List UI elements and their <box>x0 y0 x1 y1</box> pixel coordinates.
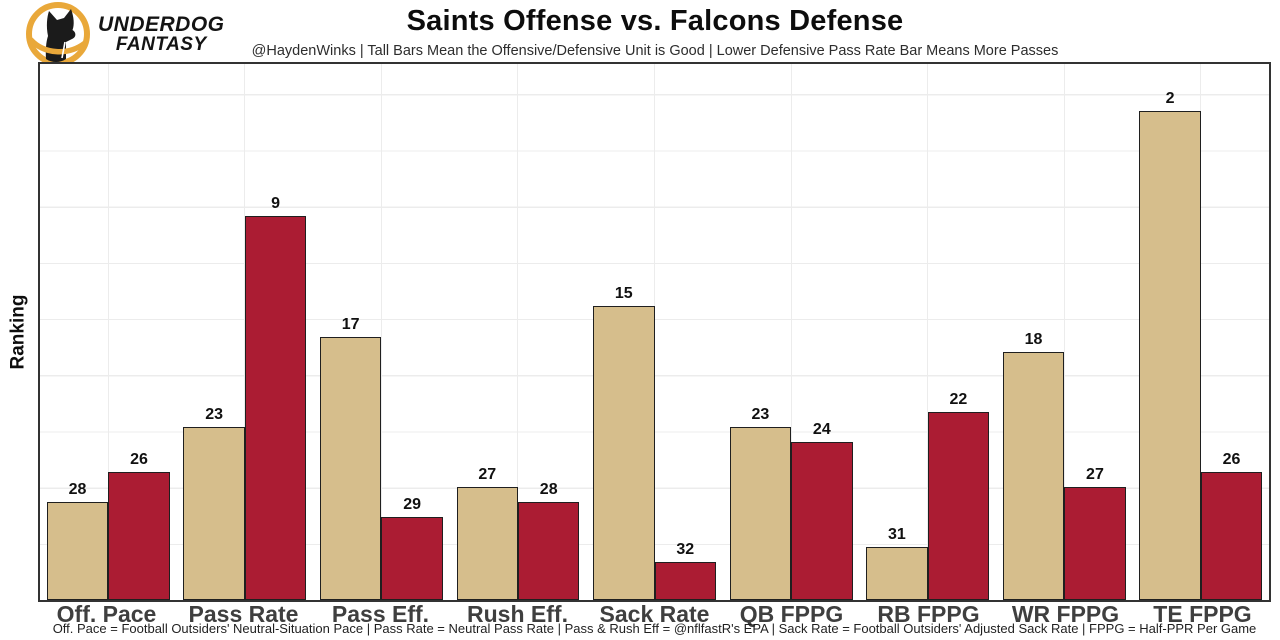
x-tick-label: Rush Eff. <box>467 601 568 627</box>
bar-group: 2 26 <box>1133 64 1270 600</box>
bar-value-label: 15 <box>614 285 633 303</box>
bar-group: 31 22 <box>859 64 996 600</box>
bar-value-label: 18 <box>1024 330 1043 348</box>
vertical-gridline <box>517 64 519 600</box>
defense-rank-bar: 28 <box>517 481 580 600</box>
bar-value-label: 27 <box>1086 466 1104 484</box>
bar-group: 28 26 <box>40 64 177 600</box>
bar-pair: 31 22 <box>859 64 996 600</box>
x-tick-label: Pass Rate <box>188 601 299 627</box>
brand-name: UNDERDOG FANTASY <box>98 14 225 54</box>
x-tick-label: RB FPPG <box>877 601 980 627</box>
bar-pair: 23 9 <box>177 64 314 600</box>
footnote: Off. Pace = Football Outsiders' Neutral-… <box>52 621 1257 636</box>
bar-pair: 2 26 <box>1133 64 1270 600</box>
offense-rank-bar: 18 <box>1002 331 1065 600</box>
defense-rank-bar: 26 <box>1200 451 1263 600</box>
bar-group: 23 9 <box>177 64 314 600</box>
chart-subtitle: @HaydenWinks | Tall Bars Mean the Offens… <box>251 43 1059 59</box>
bar-groups: 28 26 23 9 17 29 27 28 15 32 23 24 31 22 18 27 2 26 <box>40 64 1269 600</box>
plot-area: 28 26 23 9 17 29 27 28 15 32 23 24 31 22 18 27 2 26 <box>38 62 1271 602</box>
x-tick-label: QB FPPG <box>739 601 844 627</box>
bar-value-label: 26 <box>130 451 148 469</box>
bar-group: 18 27 <box>996 64 1133 600</box>
bar-value-label: 17 <box>341 315 360 333</box>
chart-header: Saints Offense vs. Falcons Defense @Hayd… <box>38 5 1272 59</box>
defense-rank-bar: 24 <box>791 421 853 600</box>
bar-value-label: 23 <box>751 405 770 423</box>
bar-value-label: 2 <box>1165 89 1175 107</box>
bar-pair: 15 32 <box>586 64 723 600</box>
bar-value-label: 28 <box>539 481 558 499</box>
brand-line2: FANTASY <box>115 34 207 55</box>
offense-rank-bar: 23 <box>729 406 792 600</box>
vertical-gridline <box>790 64 792 600</box>
defense-rank-bar: 32 <box>654 541 716 600</box>
bar-value-label: 22 <box>949 390 968 408</box>
bar-group: 27 28 <box>450 64 587 600</box>
bar-value-label: 28 <box>68 481 87 499</box>
bar-value-label: 31 <box>888 526 906 544</box>
bar-group: 17 29 <box>313 64 450 600</box>
bar-value-label: 27 <box>478 466 497 484</box>
offense-rank-bar: 31 <box>866 526 928 600</box>
bar-value-label: 26 <box>1222 451 1241 469</box>
offense-rank-bar: 15 <box>593 285 655 600</box>
bar-group: 23 24 <box>723 64 860 600</box>
y-axis-label: Ranking <box>7 294 29 370</box>
offense-rank-bar: 27 <box>456 466 518 600</box>
x-tick-label: Pass Eff. <box>331 601 430 627</box>
underdog-fantasy-logo: UNDERDOG FANTASY <box>26 2 225 66</box>
vertical-gridline <box>107 64 109 600</box>
x-tick-label: Sack Rate <box>599 601 710 627</box>
vertical-gridline <box>927 64 929 600</box>
brand-line1: UNDERDOG <box>98 13 225 36</box>
vertical-gridline <box>380 64 382 600</box>
chart-title: Saints Offense vs. Falcons Defense <box>406 5 904 37</box>
vertical-gridline <box>654 64 656 600</box>
bar-pair: 23 24 <box>723 64 860 600</box>
bar-pair: 27 28 <box>450 64 587 600</box>
x-tick-label: TE FPPG <box>1153 601 1252 627</box>
offense-rank-bar: 2 <box>1139 90 1201 600</box>
defense-rank-bar: 27 <box>1064 466 1126 600</box>
bar-value-label: 23 <box>205 405 224 423</box>
vertical-gridline <box>1063 64 1065 600</box>
offense-rank-bar: 17 <box>319 316 382 600</box>
defense-rank-bar: 22 <box>927 391 990 600</box>
bar-value-label: 29 <box>403 496 422 514</box>
defense-rank-bar: 9 <box>244 195 307 600</box>
bar-pair: 28 26 <box>40 64 177 600</box>
offense-rank-bar: 28 <box>46 481 109 600</box>
underdog-dog-icon <box>26 2 90 66</box>
bar-value-label: 32 <box>676 541 695 559</box>
bar-value-label: 9 <box>271 195 281 213</box>
x-tick-label: Off. Pace <box>56 601 157 627</box>
x-axis-tick-labels: Off. Pace Pass Rate Pass Eff. Rush Eff. Sack… <box>38 601 1271 628</box>
vertical-gridline <box>1200 64 1202 600</box>
bar-pair: 17 29 <box>313 64 450 600</box>
y-axis-label-box: Ranking <box>0 62 36 602</box>
bar-value-label: 24 <box>812 420 831 438</box>
x-tick-label: WR FPPG <box>1011 601 1120 627</box>
bar-group: 15 32 <box>586 64 723 600</box>
bar-pair: 18 27 <box>996 64 1133 600</box>
defense-rank-bar: 26 <box>108 451 170 600</box>
offense-rank-bar: 23 <box>183 406 245 600</box>
defense-rank-bar: 29 <box>381 496 443 600</box>
